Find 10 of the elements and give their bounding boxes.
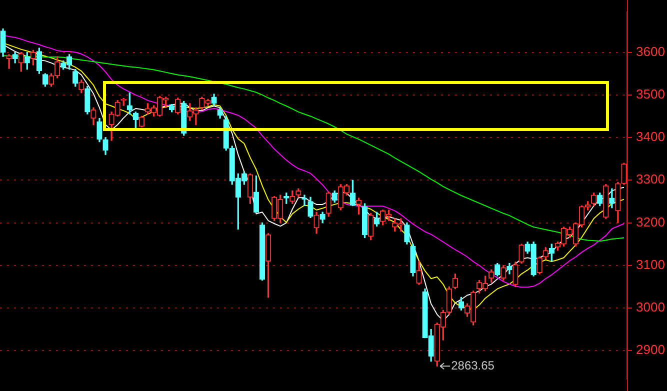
- y-tick-label: 3400: [636, 129, 665, 144]
- y-tick-label: 3000: [636, 300, 665, 315]
- annotation: 2863.65: [451, 358, 495, 372]
- y-tick-label: 2900: [636, 342, 665, 358]
- y-tick-label: 3300: [636, 172, 665, 187]
- y-tick-label: 3600: [636, 44, 665, 59]
- y-tick-label: 3500: [636, 86, 665, 102]
- y-tick-label: 3100: [636, 256, 665, 272]
- y-tick-label: 3200: [636, 214, 665, 230]
- candlestick: [6, 54, 12, 69]
